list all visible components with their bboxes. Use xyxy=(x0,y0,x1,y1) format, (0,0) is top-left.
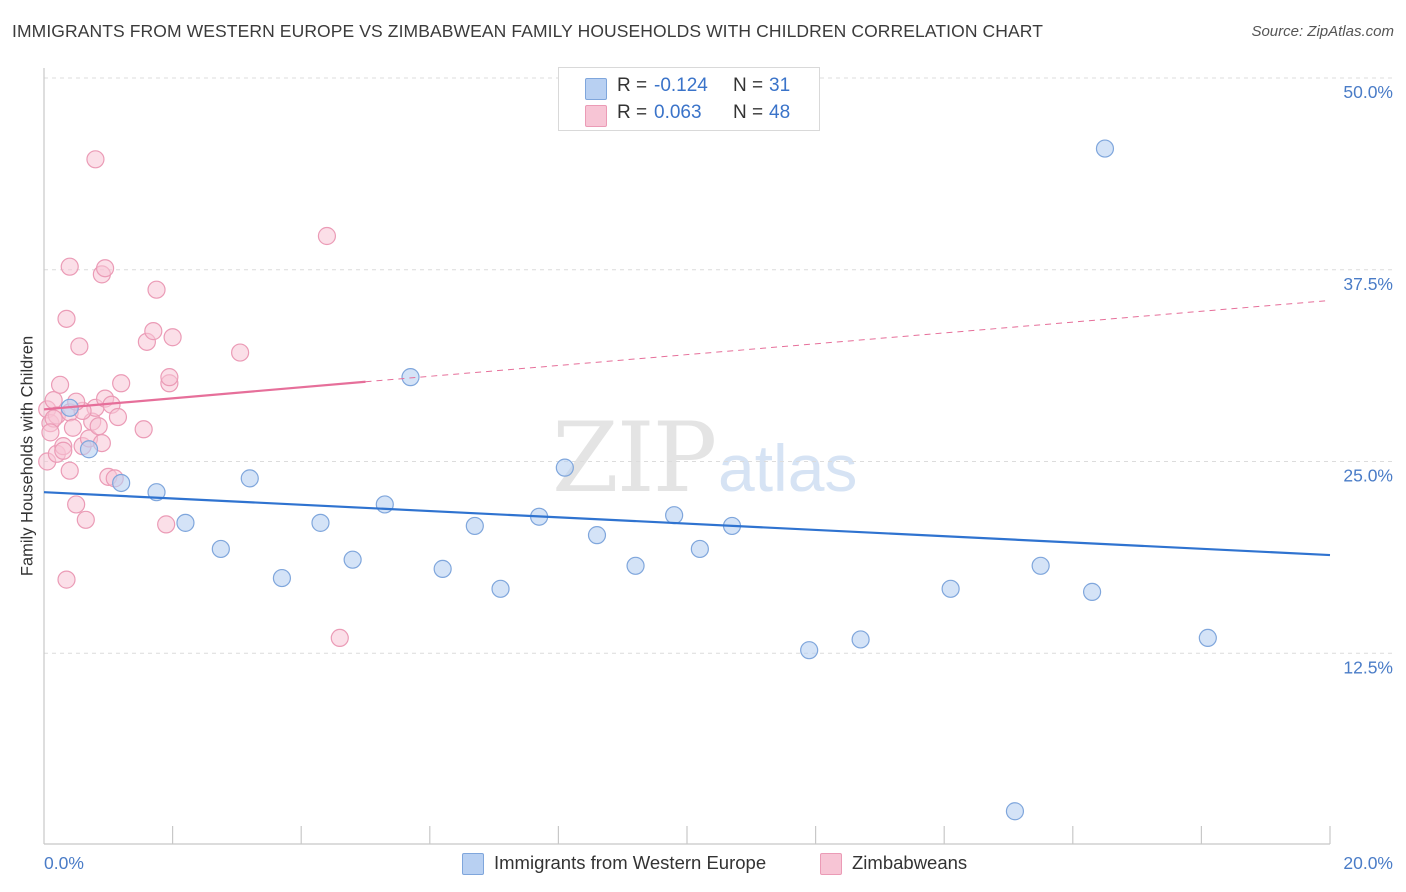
bottom-legend-label-zimbabweans: Zimbabweans xyxy=(852,852,968,873)
data-point-zimbabweans xyxy=(50,375,70,394)
data-point-immigrants xyxy=(1095,139,1115,158)
data-point-zimbabweans xyxy=(231,343,250,362)
legend-r-value-zimbabweans: 0.063 xyxy=(654,102,702,123)
trendline-immigrants xyxy=(43,491,1331,557)
data-point-immigrants xyxy=(851,630,870,649)
legend-n-value-zimbabweans: 48 xyxy=(769,102,791,123)
data-point-zimbabweans xyxy=(44,391,63,410)
data-point-zimbabweans xyxy=(147,280,166,299)
data-point-zimbabweans xyxy=(112,374,131,393)
y-tick-label: 50.0% xyxy=(1343,82,1393,102)
y-tick-label: 37.5% xyxy=(1343,274,1393,294)
data-point-zimbabweans xyxy=(86,150,105,169)
y-tick-label: 25.0% xyxy=(1343,466,1393,486)
data-point-zimbabweans xyxy=(63,418,83,437)
data-point-immigrants xyxy=(112,473,131,493)
source-credit: Source: ZipAtlas.com xyxy=(1251,23,1394,40)
data-point-zimbabweans xyxy=(76,510,95,529)
data-point-immigrants xyxy=(941,579,960,598)
data-point-immigrants xyxy=(587,526,607,545)
data-point-immigrants xyxy=(1031,556,1050,575)
data-point-immigrants xyxy=(79,440,99,459)
data-point-zimbabweans xyxy=(57,570,76,589)
legend-row-immigrants: R = -0.124 N = 31 xyxy=(559,75,817,103)
legend-n-label: N = xyxy=(733,75,764,96)
data-point-immigrants xyxy=(311,513,330,532)
legend-r-label: R = xyxy=(617,75,648,96)
legend-r-value-immigrants: -0.124 xyxy=(654,75,708,96)
data-point-immigrants xyxy=(343,550,362,569)
data-point-zimbabweans xyxy=(60,257,79,276)
data-point-zimbabweans xyxy=(67,495,86,514)
legend-swatch-pink xyxy=(585,105,607,127)
y-tick-label: 12.5% xyxy=(1343,657,1393,677)
data-point-immigrants xyxy=(690,539,709,559)
data-point-zimbabweans xyxy=(89,417,108,436)
watermark-atlas: atlas xyxy=(718,431,858,505)
data-point-immigrants xyxy=(1005,802,1025,821)
legend-row-zimbabweans: R = 0.063 N = 48 xyxy=(559,102,817,130)
data-point-zimbabweans xyxy=(60,461,79,480)
data-point-immigrants xyxy=(665,506,684,525)
data-point-immigrants xyxy=(240,469,259,488)
legend-n-label: N = xyxy=(733,102,764,123)
legend-r-label: R = xyxy=(617,102,648,123)
data-point-zimbabweans xyxy=(70,337,89,356)
bottom-legend-swatch-pink xyxy=(820,853,842,875)
data-point-immigrants xyxy=(626,556,645,575)
data-point-immigrants xyxy=(401,368,420,387)
trendline-zimbabweans-extension xyxy=(365,299,1331,383)
data-point-zimbabweans xyxy=(54,441,73,460)
data-point-zimbabweans xyxy=(330,628,349,648)
data-point-zimbabweans xyxy=(108,407,128,427)
watermark-zip: ZIP xyxy=(552,402,717,514)
data-point-immigrants xyxy=(465,516,484,536)
data-point-immigrants xyxy=(272,568,292,588)
data-point-zimbabweans xyxy=(317,226,337,246)
data-point-immigrants xyxy=(491,579,510,598)
trendline-zimbabweans xyxy=(43,380,366,411)
x-tick-label: 20.0% xyxy=(1343,853,1393,873)
data-point-immigrants xyxy=(211,539,230,559)
data-point-zimbabweans xyxy=(41,423,60,442)
data-point-zimbabweans xyxy=(57,309,76,328)
chart-title: IMMIGRANTS FROM WESTERN EUROPE VS ZIMBAB… xyxy=(12,21,1043,41)
bottom-legend-swatch-blue xyxy=(462,853,484,875)
legend-n-value-immigrants: 31 xyxy=(769,75,791,96)
data-point-immigrants xyxy=(1082,582,1102,601)
data-point-immigrants xyxy=(800,641,819,660)
data-point-zimbabweans xyxy=(95,259,115,278)
bottom-legend-label-immigrants: Immigrants from Western Europe xyxy=(494,852,767,873)
legend-swatch-blue xyxy=(585,78,607,100)
data-point-zimbabweans xyxy=(134,420,153,439)
data-point-zimbabweans xyxy=(144,322,163,341)
data-point-immigrants xyxy=(433,559,452,578)
data-point-immigrants xyxy=(555,458,574,477)
data-point-zimbabweans xyxy=(163,328,182,347)
data-point-zimbabweans xyxy=(157,515,176,534)
data-point-immigrants xyxy=(176,513,195,532)
correlation-legend: R = -0.124 N = 31 R = 0.063 N = 48 xyxy=(558,67,820,131)
data-point-zimbabweans xyxy=(160,368,179,387)
data-point-immigrants xyxy=(1198,628,1217,648)
data-point-immigrants xyxy=(375,495,394,514)
x-tick-label: 0.0% xyxy=(44,853,84,873)
